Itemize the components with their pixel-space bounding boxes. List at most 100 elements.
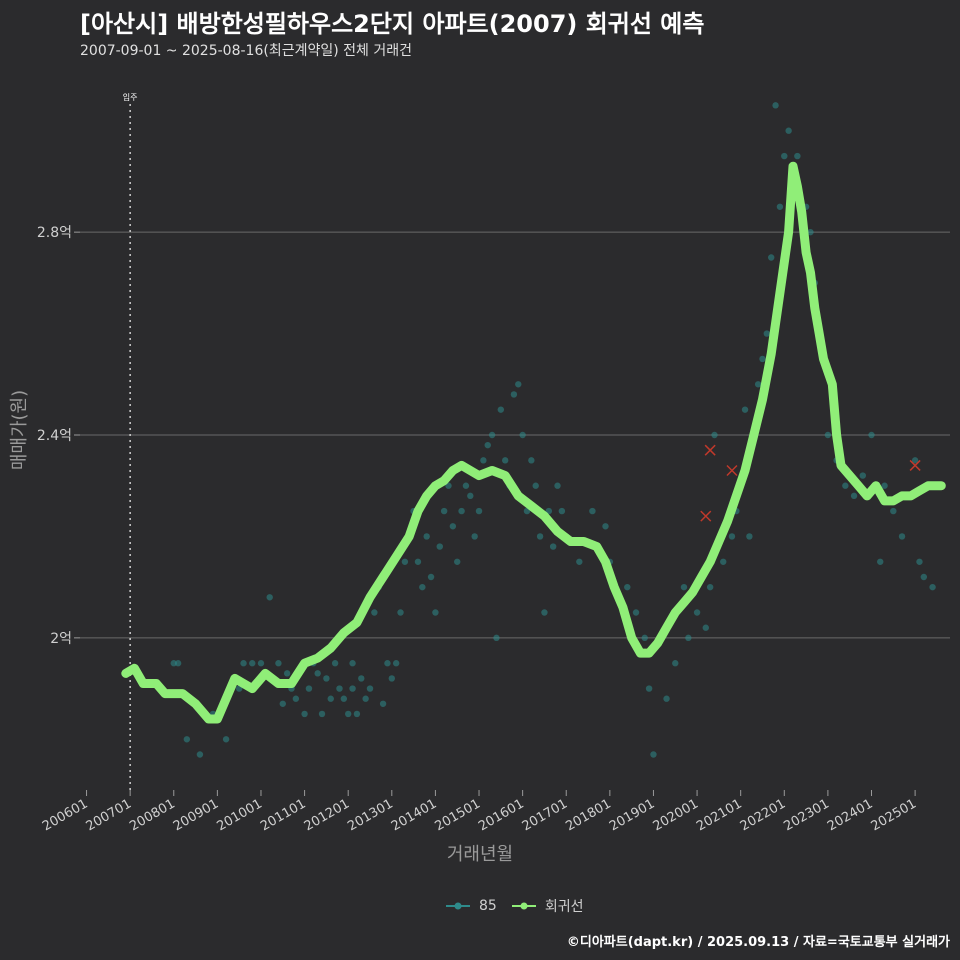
scatter-point — [327, 695, 334, 702]
scatter-point — [728, 533, 736, 540]
scatter-point — [340, 695, 348, 702]
x-tick-label: 200901 — [171, 796, 221, 834]
scatter-point — [266, 594, 273, 601]
scatter-point — [371, 609, 378, 616]
scatter-point — [706, 583, 714, 591]
scatter-point — [283, 670, 291, 677]
scatter-point — [859, 472, 866, 479]
scatter-point — [920, 573, 928, 581]
x-tick-label: 201701 — [520, 796, 570, 834]
x-tick-label: 200701 — [84, 796, 134, 834]
scatter-point — [384, 660, 391, 667]
x-tick-label: 200801 — [127, 796, 177, 834]
chart-title: [아산시] 배방한성필하우스2단지 아파트(2007) 회귀선 예측 — [80, 10, 705, 38]
scatter-point — [558, 507, 566, 515]
scatter-point — [768, 254, 775, 261]
x-tick-label: 201601 — [476, 796, 526, 834]
scatter-point — [776, 203, 784, 210]
y-tick-label: 2억 — [50, 631, 72, 647]
scatter-point — [602, 523, 609, 530]
scatter-point — [344, 710, 352, 718]
scatter-point — [423, 533, 430, 540]
move-in-label: 입주 — [123, 93, 138, 102]
scatter-series — [170, 102, 936, 758]
scatter-point — [532, 482, 539, 489]
x-tick-label: 202201 — [738, 796, 788, 834]
scatter-point — [672, 660, 679, 667]
scatter-point — [388, 675, 396, 682]
scatter-point — [632, 609, 640, 616]
x-tick-label: 201501 — [433, 796, 483, 834]
scatter-point — [249, 660, 256, 667]
scatter-point — [785, 127, 792, 134]
scatter-point — [323, 675, 330, 682]
scatter-point — [842, 482, 849, 489]
scatter-point — [397, 609, 404, 616]
scatter-point — [528, 457, 535, 464]
scatter-point — [349, 685, 356, 692]
scatter-point — [501, 457, 509, 464]
regression-series — [121, 161, 946, 724]
scatter-point — [746, 533, 753, 540]
y-tick-label: 2.4억 — [37, 428, 72, 444]
scatter-point — [314, 670, 321, 677]
x-tick-label: 201801 — [563, 796, 613, 834]
scatter-point — [890, 507, 897, 515]
scatter-point — [911, 457, 919, 464]
scatter-point — [488, 431, 496, 439]
y-axis-label: 매매가(원) — [9, 389, 30, 471]
x-tick-label: 201901 — [607, 796, 657, 834]
scatter-point — [414, 558, 422, 565]
annotation-layer: 입주 — [123, 93, 138, 790]
scatter-point — [641, 634, 648, 642]
scatter-point — [497, 406, 505, 413]
x-tick-label: 201201 — [302, 796, 352, 834]
scatter-point — [174, 660, 182, 667]
scatter-point — [480, 457, 487, 464]
legend-label-regression: 회귀선 — [544, 899, 584, 915]
scatter-point — [427, 573, 435, 581]
scatter-point — [781, 152, 788, 160]
scatter-point — [680, 583, 688, 591]
legend-swatch-85 — [446, 902, 470, 910]
scatter-point — [458, 507, 465, 515]
scatter-point — [301, 710, 308, 718]
scatter-point — [711, 431, 718, 439]
x-tick-label: 201301 — [345, 796, 395, 834]
scatter-point — [663, 695, 670, 702]
chart-subtitle: 2007-09-01 ~ 2025-08-16(최근계약일) 전체 거래건 — [80, 43, 412, 59]
scatter-point — [763, 330, 771, 337]
scatter-point — [318, 710, 326, 718]
scatter-point — [645, 685, 653, 692]
scatter-point — [881, 482, 888, 489]
scatter-point — [366, 685, 374, 692]
y-tick-label: 2.8억 — [37, 225, 72, 241]
scatter-point — [916, 558, 923, 565]
scatter-point — [401, 558, 409, 565]
scatter-point — [515, 381, 522, 388]
scatter-point — [754, 381, 762, 388]
legend-item-regression: 회귀선 — [511, 896, 584, 916]
scatter-point — [467, 492, 474, 500]
scatter-point — [336, 685, 343, 692]
scatter-point — [759, 355, 766, 363]
x-tick-label: 202001 — [651, 796, 701, 834]
x-tick-label: 201101 — [258, 796, 308, 834]
scatter-point — [877, 558, 884, 565]
scatter-point — [440, 507, 448, 515]
outlier-cross-b — [704, 444, 716, 456]
scatter-point — [358, 675, 365, 682]
scatter-point — [850, 492, 858, 500]
scatter-point — [475, 507, 483, 515]
scatter-point — [720, 558, 727, 565]
x-tick-label: 201001 — [214, 796, 264, 834]
x-tick-label: 200601 — [40, 796, 90, 834]
scatter-point — [510, 391, 518, 398]
scatter-point — [454, 558, 461, 565]
y-tick-labels: 2억 2.4억 2.8억 — [37, 225, 72, 647]
scatter-point — [898, 533, 906, 540]
scatter-point — [462, 482, 470, 489]
scatter-point — [471, 533, 478, 540]
scatter-point — [541, 609, 548, 616]
